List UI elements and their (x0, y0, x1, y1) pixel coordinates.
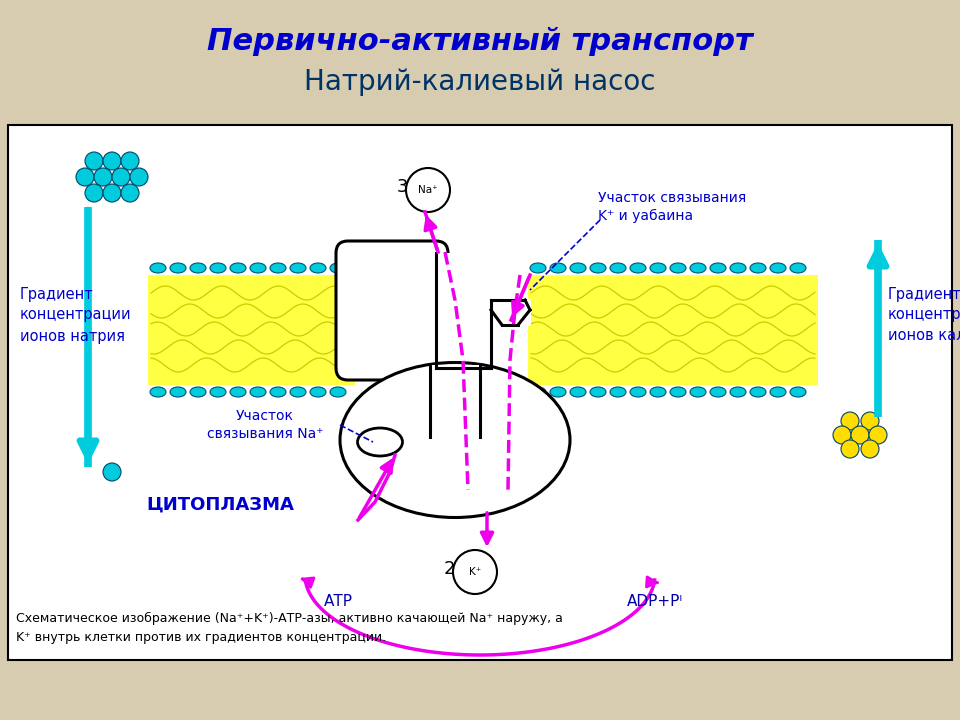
Circle shape (851, 426, 869, 444)
Ellipse shape (770, 387, 786, 397)
Circle shape (861, 412, 879, 430)
Ellipse shape (650, 263, 666, 273)
Ellipse shape (530, 387, 546, 397)
Circle shape (833, 426, 851, 444)
Ellipse shape (310, 387, 326, 397)
Ellipse shape (630, 263, 646, 273)
Bar (148, 275, 355, 385)
Ellipse shape (770, 263, 786, 273)
Ellipse shape (330, 263, 346, 273)
Text: Градиент
концентрации
ионов натрия: Градиент концентрации ионов натрия (20, 287, 132, 343)
Circle shape (121, 184, 139, 202)
Text: Участок
связывания Na⁺: Участок связывания Na⁺ (206, 409, 324, 441)
Ellipse shape (270, 387, 286, 397)
Ellipse shape (357, 428, 402, 456)
Text: Натрий-калиевый насос: Натрий-калиевый насос (304, 68, 656, 96)
Ellipse shape (710, 263, 726, 273)
Ellipse shape (210, 387, 226, 397)
Ellipse shape (670, 387, 686, 397)
Circle shape (103, 463, 121, 481)
Circle shape (453, 550, 497, 594)
Ellipse shape (190, 263, 206, 273)
FancyBboxPatch shape (336, 241, 448, 380)
FancyBboxPatch shape (490, 299, 531, 326)
Text: K⁺ внутрь клетки против их градиентов концентрации.: K⁺ внутрь клетки против их градиентов ко… (16, 631, 386, 644)
Circle shape (861, 440, 879, 458)
Circle shape (94, 168, 112, 186)
Bar (436, 253, 491, 368)
Circle shape (121, 152, 139, 170)
Ellipse shape (790, 387, 806, 397)
Ellipse shape (250, 263, 266, 273)
Ellipse shape (290, 387, 306, 397)
Text: АТР: АТР (324, 595, 352, 610)
Text: Участок связывания
K⁺ и уабаина: Участок связывания K⁺ и уабаина (598, 191, 746, 223)
Bar (430, 365, 480, 437)
Ellipse shape (250, 387, 266, 397)
Ellipse shape (570, 263, 586, 273)
Ellipse shape (730, 387, 746, 397)
Text: ADP+Pᴵ: ADP+Pᴵ (627, 595, 684, 610)
Ellipse shape (650, 387, 666, 397)
Circle shape (841, 440, 859, 458)
Circle shape (112, 168, 130, 186)
Circle shape (85, 152, 103, 170)
Text: Первично-активный транспорт: Первично-активный транспорт (207, 27, 753, 56)
Ellipse shape (730, 263, 746, 273)
Ellipse shape (630, 387, 646, 397)
Circle shape (76, 168, 94, 186)
Ellipse shape (290, 263, 306, 273)
Ellipse shape (340, 362, 570, 518)
Ellipse shape (150, 263, 166, 273)
Ellipse shape (530, 263, 546, 273)
Ellipse shape (550, 387, 566, 397)
Ellipse shape (610, 263, 626, 273)
Ellipse shape (330, 387, 346, 397)
Ellipse shape (230, 387, 246, 397)
Ellipse shape (750, 263, 766, 273)
Ellipse shape (690, 263, 706, 273)
Text: 3: 3 (396, 178, 408, 196)
Ellipse shape (570, 387, 586, 397)
Circle shape (103, 184, 121, 202)
Ellipse shape (790, 263, 806, 273)
Text: Градиент
концентрации
ионов калия: Градиент концентрации ионов калия (888, 287, 960, 343)
Circle shape (841, 412, 859, 430)
Ellipse shape (690, 387, 706, 397)
Circle shape (130, 168, 148, 186)
Ellipse shape (150, 387, 166, 397)
Ellipse shape (670, 263, 686, 273)
Text: Схематическое изображение (Na⁺+K⁺)-АТР-азы, активно качающей Na⁺ наружу, а: Схематическое изображение (Na⁺+K⁺)-АТР-а… (16, 611, 563, 624)
Ellipse shape (710, 387, 726, 397)
Ellipse shape (310, 263, 326, 273)
Circle shape (103, 152, 121, 170)
Ellipse shape (590, 387, 606, 397)
Ellipse shape (210, 263, 226, 273)
Ellipse shape (170, 387, 186, 397)
Ellipse shape (190, 387, 206, 397)
Circle shape (869, 426, 887, 444)
Ellipse shape (170, 263, 186, 273)
Text: Na⁺: Na⁺ (419, 185, 438, 195)
Text: K⁺: K⁺ (468, 567, 481, 577)
Circle shape (406, 168, 450, 212)
Ellipse shape (550, 263, 566, 273)
Bar (8, 125, 952, 660)
Ellipse shape (590, 263, 606, 273)
Bar (528, 275, 818, 385)
Text: ЦИТОПЛАЗМА: ЦИТОПЛАЗМА (146, 496, 294, 514)
Ellipse shape (230, 263, 246, 273)
Ellipse shape (750, 387, 766, 397)
Ellipse shape (270, 263, 286, 273)
Text: 2: 2 (444, 560, 455, 578)
Circle shape (85, 184, 103, 202)
Ellipse shape (610, 387, 626, 397)
